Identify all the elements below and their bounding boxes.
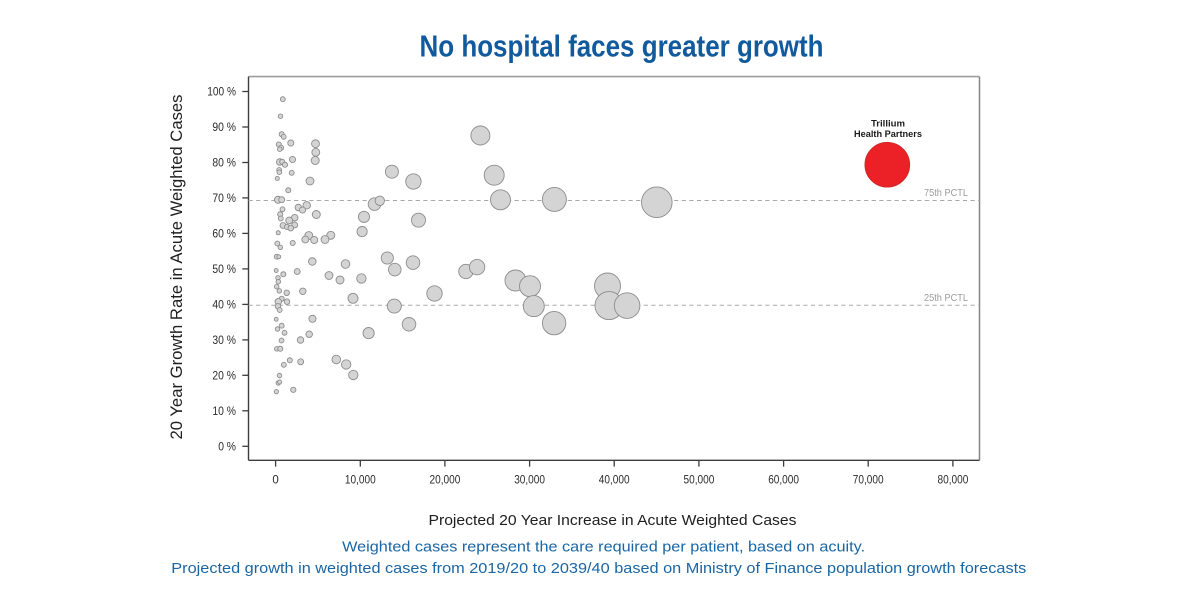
- svg-text:Weighted cases represent the c: Weighted cases represent the care requir…: [342, 538, 865, 555]
- svg-text:Trillium: Trillium: [871, 119, 905, 130]
- svg-text:100 %: 100 %: [207, 87, 236, 99]
- svg-text:60,000: 60,000: [768, 475, 799, 487]
- svg-text:0 %: 0 %: [218, 441, 236, 453]
- svg-text:80,000: 80,000: [938, 475, 969, 487]
- svg-text:40 %: 40 %: [212, 300, 236, 312]
- svg-text:20,000: 20,000: [430, 475, 461, 487]
- svg-text:0: 0: [272, 475, 278, 487]
- svg-text:30,000: 30,000: [514, 475, 545, 487]
- svg-text:50 %: 50 %: [212, 264, 236, 276]
- svg-text:50,000: 50,000: [684, 475, 715, 487]
- svg-text:70 %: 70 %: [212, 193, 236, 205]
- svg-text:Projected growth in weighted c: Projected growth in weighted cases from …: [171, 560, 1026, 577]
- svg-text:30 %: 30 %: [212, 335, 236, 347]
- svg-text:40,000: 40,000: [599, 475, 630, 487]
- svg-text:20 Year Growth Rate in Acute W: 20 Year Growth Rate in Acute Weighted Ca…: [167, 95, 186, 440]
- svg-text:No hospital faces greater grow: No hospital faces greater growth: [420, 30, 824, 64]
- svg-text:20 %: 20 %: [212, 370, 236, 382]
- svg-text:25th PCTL: 25th PCTL: [924, 292, 968, 304]
- svg-text:10 %: 10 %: [212, 406, 236, 418]
- svg-text:Health Partners: Health Partners: [854, 129, 922, 140]
- svg-text:70,000: 70,000: [853, 475, 884, 487]
- svg-text:80 %: 80 %: [212, 158, 236, 170]
- svg-text:90 %: 90 %: [212, 122, 236, 134]
- svg-text:75th PCTL: 75th PCTL: [924, 187, 968, 199]
- svg-text:10,000: 10,000: [345, 475, 376, 487]
- svg-text:60 %: 60 %: [212, 229, 236, 241]
- svg-text:Projected 20 Year Increase in: Projected 20 Year Increase in Acute Weig…: [429, 512, 797, 529]
